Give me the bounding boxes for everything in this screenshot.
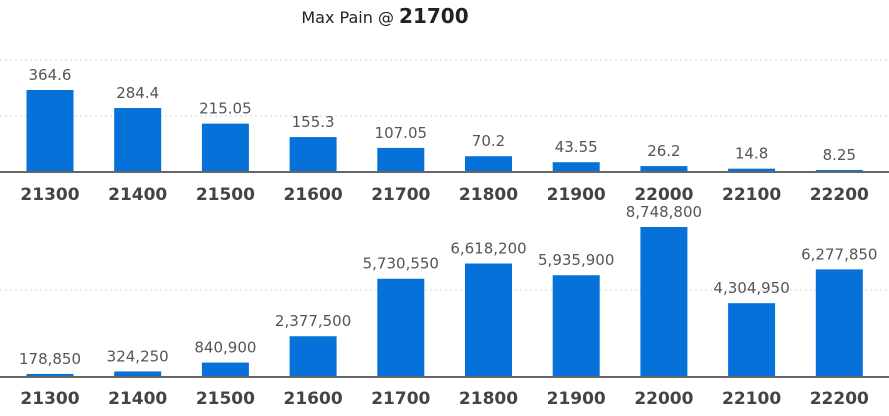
- chart1-x-tick-21800: 21800: [459, 185, 518, 205]
- chart1-value-label-21300: 364.6: [29, 66, 72, 84]
- chart2-bar-21500: [201, 362, 249, 377]
- chart1-value-label-21400: 284.4: [116, 84, 159, 102]
- chart2-bar-21800: [465, 263, 512, 377]
- chart2-x-tick-22000: 22000: [634, 389, 693, 409]
- chart2-value-label-21800: 6,618,200: [450, 240, 526, 258]
- chart2-bar-22100: [728, 303, 776, 377]
- chart1-x-tick-22200: 22200: [810, 185, 869, 205]
- chart1-value-label-22100: 14.8: [735, 145, 768, 163]
- chart1-x-tick-22000: 22000: [634, 185, 693, 205]
- chart1-bar-22000: [640, 166, 688, 172]
- chart1-bar-21600: [289, 137, 337, 172]
- chart1-value-label-21900: 43.55: [555, 138, 598, 156]
- chart2-value-label-22100: 4,304,950: [713, 279, 789, 297]
- chart2-x-tick-21900: 21900: [547, 389, 606, 409]
- chart2-x-tick-21700: 21700: [371, 389, 430, 409]
- chart2-bar-21300: [26, 373, 74, 377]
- chart2-bar-22000: [640, 227, 688, 377]
- chart1-x-tick-22100: 22100: [722, 185, 781, 205]
- chart2-value-label-21600: 2,377,500: [275, 312, 351, 330]
- chart2-x-tick-21600: 21600: [284, 389, 343, 409]
- chart1-x-tick-21400: 21400: [108, 185, 167, 205]
- chart2-x-tick-22100: 22100: [722, 389, 781, 409]
- chart1-value-label-21500: 215.05: [199, 100, 252, 118]
- chart2-value-label-21300: 178,850: [19, 350, 81, 368]
- chart1-bar-21700: [377, 147, 425, 172]
- chart2-x-tick-21300: 21300: [20, 389, 79, 409]
- chart1-value-label-22200: 8.25: [823, 146, 856, 164]
- chart1-bar-21800: [465, 156, 512, 172]
- chart1-x-tick-21500: 21500: [196, 185, 255, 205]
- chart2-bar-21900: [552, 275, 600, 377]
- chart2-bar-21700: [377, 278, 425, 377]
- chart1-value-label-21700: 107.05: [375, 124, 428, 142]
- chart2-value-label-22200: 6,277,850: [801, 245, 877, 263]
- chart2-value-label-21900: 5,935,900: [538, 251, 614, 269]
- chart2-value-label-21500: 840,900: [194, 339, 256, 357]
- chart1-bar-22100: [728, 168, 776, 172]
- chart2-x-tick-21800: 21800: [459, 389, 518, 409]
- chart2-x-tick-21500: 21500: [196, 389, 255, 409]
- chart1-bar-21400: [114, 108, 162, 172]
- chart2-value-label-21400: 324,250: [107, 347, 169, 365]
- chart1-bar-21500: [201, 123, 249, 172]
- chart1-value-label-21800: 70.2: [472, 132, 505, 150]
- chart-title-value: 21700: [399, 4, 469, 28]
- chart-title: Max Pain @ 21700: [0, 4, 770, 28]
- chart2-bar-22200: [815, 269, 863, 377]
- chart1-bar-21300: [26, 90, 74, 172]
- chart2-bar-21600: [289, 336, 337, 377]
- chart1-value-label-21600: 155.3: [292, 113, 335, 131]
- chart2-value-label-22000: 8,748,800: [626, 203, 702, 221]
- chart1-x-tick-21600: 21600: [284, 185, 343, 205]
- chart2-value-label-21700: 5,730,550: [363, 255, 439, 273]
- chart1-x-tick-21900: 21900: [547, 185, 606, 205]
- chart1-value-label-22000: 26.2: [647, 142, 680, 160]
- chart-title-prefix: Max Pain @: [301, 8, 400, 27]
- chart1-bar-21900: [552, 162, 600, 172]
- chart1-x-tick-21700: 21700: [371, 185, 430, 205]
- chart2-x-tick-21400: 21400: [108, 389, 167, 409]
- chart2-x-tick-22200: 22200: [810, 389, 869, 409]
- chart1-x-tick-21300: 21300: [20, 185, 79, 205]
- chart2-bar-21400: [114, 371, 162, 377]
